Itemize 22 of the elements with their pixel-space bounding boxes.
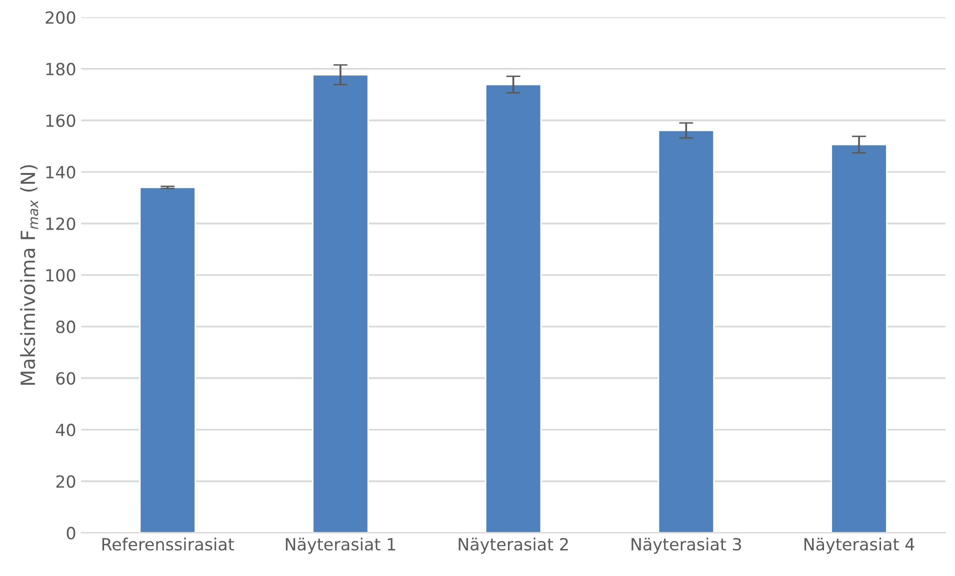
x-tick-label: Näyterasiat 3 bbox=[632, 538, 742, 554]
y-axis-title: Maksimivoima F$_{max}$ (N) bbox=[20, 165, 38, 385]
y-tick-label: 140 bbox=[46, 166, 76, 179]
y-tick-label: 40 bbox=[56, 424, 76, 436]
bar bbox=[484, 84, 542, 533]
bar bbox=[139, 186, 196, 533]
x-tick-label: Näyterasiat 2 bbox=[458, 538, 568, 554]
y-tick-label: 120 bbox=[46, 217, 76, 230]
y-tick-label: 80 bbox=[56, 320, 76, 334]
y-tick-label: 100 bbox=[46, 269, 76, 282]
y-tick-label: 60 bbox=[56, 372, 76, 385]
bar bbox=[312, 74, 369, 533]
bar bbox=[658, 130, 715, 533]
bar bbox=[830, 144, 888, 533]
x-tick-label: Näyterasiat 1 bbox=[286, 538, 396, 554]
y-tick-label: 180 bbox=[46, 62, 76, 76]
y-tick-label: 20 bbox=[56, 475, 76, 488]
y-tick-label: 0 bbox=[66, 526, 76, 540]
y-tick-label: 160 bbox=[46, 114, 76, 127]
y-tick-label: 200 bbox=[46, 11, 76, 24]
x-tick-label: Referenssirasiat bbox=[102, 538, 234, 551]
x-tick-label: Näyterasiat 4 bbox=[804, 538, 914, 554]
